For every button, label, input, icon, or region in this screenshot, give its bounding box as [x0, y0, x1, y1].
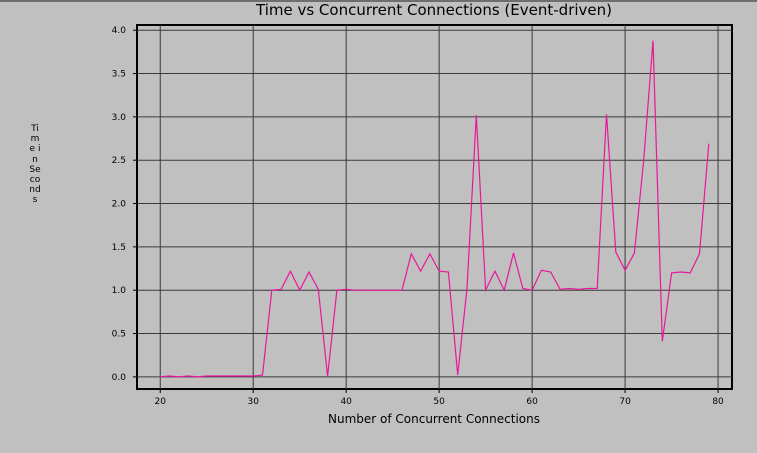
y-tick-label: 0.5	[112, 330, 126, 340]
y-tick-label: 3.5	[112, 70, 126, 80]
y-axis-label: Time in Seconds	[29, 124, 41, 206]
chart-title: Time vs Concurrent Connections (Event-dr…	[256, 1, 612, 19]
y-tick-label: 2.5	[112, 156, 126, 166]
y-tick-label: 2.0	[112, 200, 127, 210]
y-tick-label: 3.0	[112, 113, 127, 123]
x-tick-label: 80	[712, 397, 724, 407]
x-axis-label: Number of Concurrent Connections	[328, 412, 540, 426]
x-tick-label: 50	[433, 397, 445, 407]
y-tick-label: 1.0	[112, 286, 127, 296]
x-tick-label: 20	[155, 397, 167, 407]
window-top-border	[0, 0, 757, 2]
y-tick-label: 0.0	[112, 373, 127, 383]
plot-area	[136, 24, 733, 390]
axis-ticks: 20 30 40 50 60 70 80 0.0 0.5 1.0 1.5 2.0 2.5 3.0 3.5 4.…	[112, 26, 724, 407]
x-tick-label: 70	[619, 397, 631, 407]
y-tick-label: 4.0	[112, 26, 127, 36]
series	[160, 40, 710, 378]
grid	[137, 25, 732, 389]
x-tick-label: 60	[526, 397, 538, 407]
x-tick-label: 30	[247, 397, 259, 407]
data-line	[160, 40, 710, 378]
y-tick-label: 1.5	[112, 243, 126, 253]
x-tick-label: 40	[340, 397, 352, 407]
